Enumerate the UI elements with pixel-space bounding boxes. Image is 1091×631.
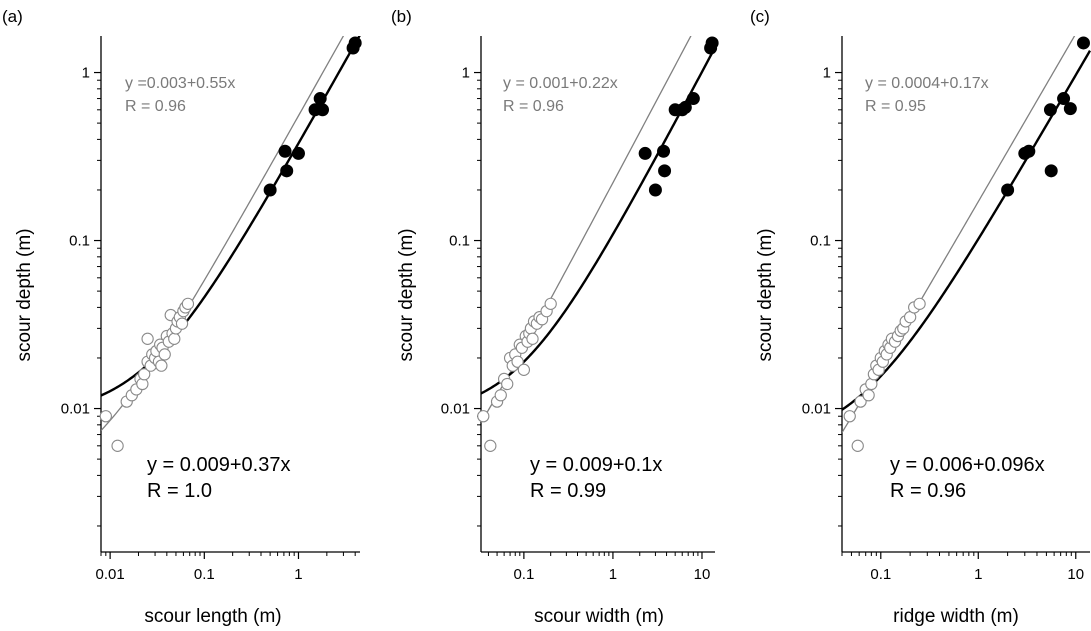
x-axis-title: scour length (m): [144, 606, 281, 627]
x-tick-label: 0.01: [96, 566, 125, 583]
panel-label: (a): [2, 7, 23, 26]
y-tick-label: 0.01: [802, 401, 831, 418]
open-data-point: [158, 348, 171, 361]
open-data-point: [168, 332, 181, 345]
open-data-point: [843, 410, 856, 423]
y-axis-title: scour depth (m): [396, 228, 417, 361]
x-tick-label: 10: [694, 566, 711, 583]
y-tick-label: 0.1: [449, 233, 470, 250]
filled-data-point: [1043, 103, 1057, 117]
filled-data-point: [1022, 144, 1036, 158]
open-data-point: [141, 332, 154, 345]
black-fit-r: R = 1.0: [147, 480, 212, 502]
grey-fit-r: R = 0.96: [503, 98, 564, 115]
x-axis-title: ridge width (m): [893, 606, 1019, 627]
open-data-point: [477, 410, 490, 423]
filled-data-point: [658, 164, 672, 178]
open-data-point: [175, 317, 189, 330]
open-data-point: [511, 355, 524, 368]
y-tick-label: 1: [82, 65, 90, 82]
filled-data-point: [348, 36, 362, 50]
y-axis-title: scour depth (m): [755, 228, 776, 361]
x-axis-title: scour width (m): [534, 606, 664, 627]
open-data-point: [544, 297, 557, 310]
open-data-point: [155, 359, 168, 372]
open-data-point: [862, 389, 875, 402]
open-data-point: [851, 439, 864, 452]
filled-data-point: [263, 183, 277, 197]
black-fit-equation: y = 0.009+0.37x: [147, 454, 290, 476]
filled-data-point: [280, 164, 294, 178]
x-tick-label: 1: [609, 566, 617, 583]
y-tick-label: 1: [462, 65, 470, 82]
grey-fit-equation: y = 0.0004+0.17x: [865, 75, 989, 92]
filled-data-point: [705, 36, 719, 50]
open-data-point: [181, 297, 195, 310]
panel-label: (b): [391, 7, 412, 26]
filled-data-point: [1063, 102, 1077, 116]
x-tick-label: 10: [1067, 566, 1084, 583]
open-data-point: [99, 410, 112, 423]
filled-data-point: [678, 100, 692, 114]
panel-a: (a) scour length (m) scour depth (m) y =…: [2, 7, 362, 627]
filled-data-point: [313, 92, 327, 106]
black-fit-equation: y = 0.006+0.096x: [890, 454, 1045, 476]
filled-data-point: [1001, 183, 1015, 197]
panel-label: (c): [750, 7, 770, 26]
grey-fit-equation: y =0.003+0.55x: [125, 75, 235, 92]
y-axis-title: scour depth (m): [14, 228, 35, 361]
filled-data-point: [278, 144, 292, 158]
black-fit-r: R = 0.96: [890, 480, 966, 502]
black-fit-r: R = 0.99: [530, 480, 606, 502]
open-data-point: [494, 389, 507, 402]
open-data-point: [501, 377, 514, 391]
grey-fit-r: R = 0.96: [125, 98, 186, 115]
open-data-point: [138, 368, 151, 381]
open-data-point: [526, 332, 539, 345]
black-fit-equation: y = 0.009+0.1x: [530, 454, 662, 476]
filled-data-point: [638, 146, 652, 160]
y-tick-label: 0.01: [441, 401, 470, 418]
filled-data-point: [686, 92, 700, 106]
filled-data-point: [1044, 164, 1058, 178]
open-data-point: [517, 363, 531, 376]
panel-b: (b) scour width (m) scour depth (m) y = …: [391, 7, 719, 627]
filled-data-point: [657, 144, 671, 158]
open-data-point: [111, 439, 124, 452]
grey-fit-equation: y = 0.001+0.22x: [503, 75, 618, 92]
open-data-point: [913, 297, 926, 310]
x-tick-label: 1: [294, 566, 302, 583]
x-tick-label: 0.1: [870, 566, 891, 583]
y-tick-label: 0.1: [69, 233, 90, 250]
open-data-point: [484, 439, 497, 452]
y-tick-label: 0.01: [61, 401, 90, 418]
open-data-point: [854, 395, 867, 408]
filled-data-point: [1076, 36, 1090, 50]
filled-data-point: [316, 103, 330, 117]
y-tick-label: 0.1: [810, 233, 831, 250]
grey-fit-line: [101, 36, 345, 431]
panel-c: (c) ridge width (m) scour depth (m) y = …: [750, 7, 1091, 627]
x-tick-label: 0.1: [513, 566, 534, 583]
grey-fit-r: R = 0.95: [865, 98, 926, 115]
filled-data-point: [291, 146, 305, 160]
x-tick-label: 1: [974, 566, 982, 583]
y-tick-label: 1: [823, 65, 831, 82]
filled-data-point: [648, 183, 662, 197]
filled-data-point: [1057, 92, 1071, 106]
x-tick-label: 0.1: [194, 566, 215, 583]
